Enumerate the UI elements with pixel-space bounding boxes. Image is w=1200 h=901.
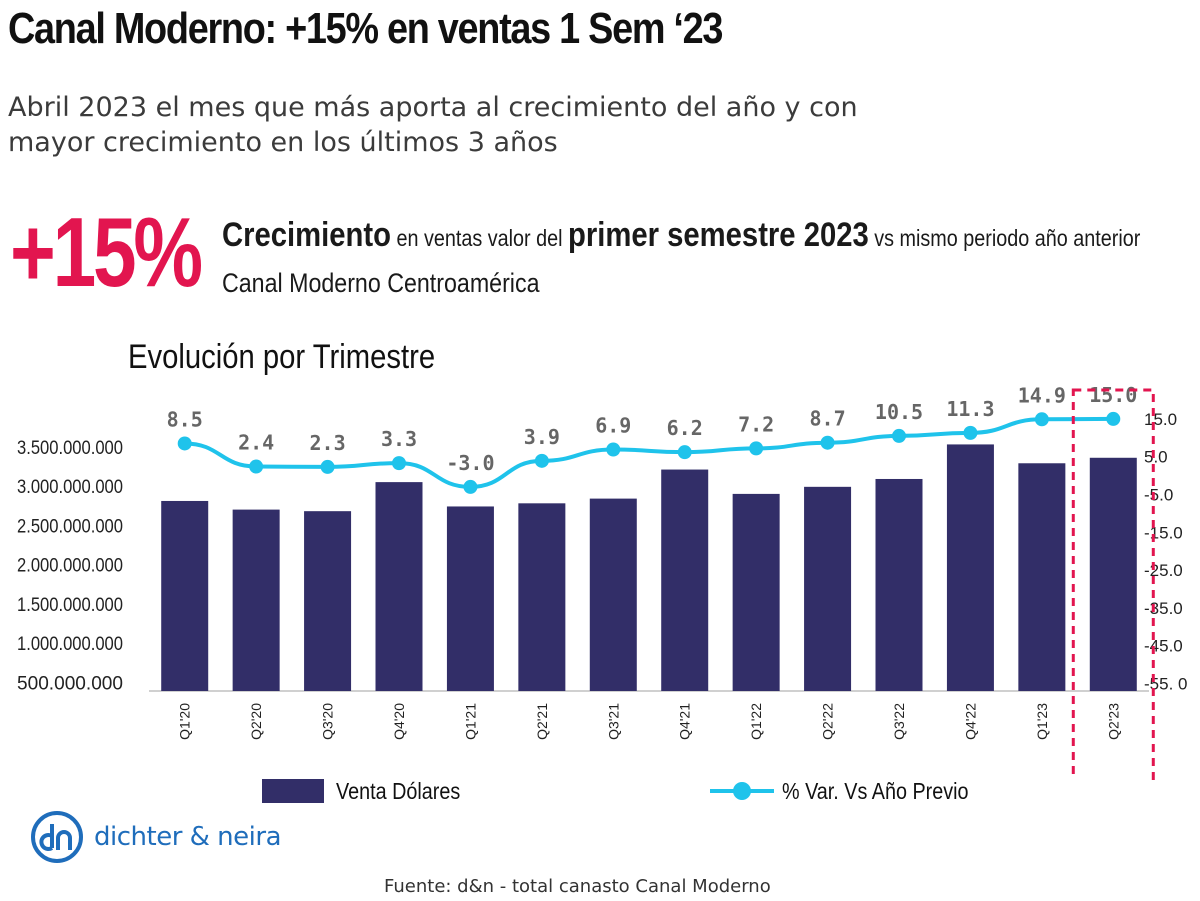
x-tick-label: Q2'23 bbox=[1105, 703, 1121, 740]
x-tick-label: Q4'20 bbox=[391, 703, 407, 740]
x-tick-label: Q4'22 bbox=[962, 703, 978, 740]
x-tick-label: Q2'22 bbox=[820, 703, 836, 740]
growth-point-Q1'23 bbox=[1034, 412, 1049, 427]
company-logo: dichter & neira bbox=[30, 810, 282, 864]
growth-data-label: 7.2 bbox=[738, 412, 774, 436]
logo-text: dichter & neira bbox=[94, 822, 282, 852]
y-left-tick-label: 500.000.000 bbox=[17, 673, 123, 694]
page-subtitle: Abril 2023 el mes que más aporta al crec… bbox=[8, 92, 858, 158]
highlight-text-1: en ventas valor del bbox=[390, 225, 569, 251]
highlight-description: Crecimiento en ventas valor del primer s… bbox=[222, 216, 1140, 255]
legend-line-swatch bbox=[710, 779, 774, 803]
source-note: Fuente: d&n - total canasto Canal Modern… bbox=[384, 876, 771, 897]
x-tick-label: Q3'21 bbox=[605, 703, 621, 740]
bar-Q1'20 bbox=[161, 500, 209, 691]
bar-Q4'20 bbox=[375, 482, 423, 691]
chart-title: Evolución por Trimestre bbox=[128, 338, 436, 376]
growth-data-label: 11.3 bbox=[946, 397, 994, 421]
growth-data-label: 8.7 bbox=[810, 407, 846, 431]
y-left-tick-label: 3.500.000.000 bbox=[17, 438, 123, 459]
y-right-tick-label: -45.0 bbox=[1144, 637, 1183, 656]
x-tick-label: Q2'21 bbox=[534, 703, 550, 740]
bar-Q1'22 bbox=[732, 493, 780, 691]
growth-data-label: 6.2 bbox=[667, 416, 703, 440]
bar-Q3'20 bbox=[304, 511, 352, 691]
y-right-tick-label: -55. 0 bbox=[1144, 674, 1187, 693]
y-right-tick-label: -25.0 bbox=[1144, 561, 1183, 580]
x-tick-label: Q1'23 bbox=[1034, 703, 1050, 740]
growth-data-label: 15.0 bbox=[1089, 383, 1137, 407]
page-title: Canal Moderno: +15% en ventas 1 Sem ‘23 bbox=[8, 4, 723, 53]
growth-point-Q3'20 bbox=[320, 459, 335, 474]
growth-data-label: 6.9 bbox=[595, 414, 631, 438]
growth-data-label: 3.9 bbox=[524, 425, 560, 449]
bar-Q4'21 bbox=[661, 469, 709, 691]
growth-data-label: 8.5 bbox=[167, 407, 203, 431]
bar-Q3'22 bbox=[875, 478, 923, 691]
bar-Q2'20 bbox=[232, 509, 280, 691]
growth-point-Q3'21 bbox=[606, 442, 621, 457]
legend-bar-swatch bbox=[262, 779, 324, 803]
legend-line: % Var. Vs Año Previo bbox=[710, 776, 999, 806]
growth-point-Q4'22 bbox=[963, 425, 978, 440]
y-left-tick-label: 2.500.000.000 bbox=[17, 516, 123, 537]
growth-data-label: 3.3 bbox=[381, 427, 417, 451]
growth-point-Q1'22 bbox=[749, 441, 764, 456]
bar-Q2'22 bbox=[804, 486, 852, 691]
growth-point-Q4'21 bbox=[677, 445, 692, 460]
growth-line bbox=[184, 416, 1114, 489]
growth-point-Q2'20 bbox=[249, 459, 264, 474]
x-tick-label: Q2'20 bbox=[248, 703, 264, 740]
bar-Q4'22 bbox=[946, 444, 994, 691]
highlight-channel: Canal Moderno Centroamérica bbox=[222, 268, 540, 298]
dn-logo-icon bbox=[31, 811, 83, 863]
x-tick-label: Q3'20 bbox=[320, 703, 336, 740]
bar-Q1'21 bbox=[446, 506, 494, 691]
highlight-value: +15% bbox=[10, 197, 203, 307]
growth-point-Q2'23 bbox=[1106, 411, 1121, 426]
growth-data-label: 14.9 bbox=[1018, 383, 1066, 407]
growth-point-Q1'21 bbox=[463, 479, 478, 494]
growth-point-Q1'20 bbox=[177, 436, 192, 451]
x-tick-label: Q1'21 bbox=[462, 703, 478, 740]
highlight-period: primer semestre 2023 bbox=[568, 216, 869, 254]
y-right-tick-label: -15.0 bbox=[1144, 523, 1183, 542]
highlight-keyword: Crecimiento bbox=[222, 216, 391, 254]
y-right-tick-label: -35.0 bbox=[1144, 599, 1183, 618]
bar-Q2'23 bbox=[1089, 457, 1137, 691]
y-left-tick-label: 2.000.000.000 bbox=[17, 556, 123, 577]
growth-data-label: -3.0 bbox=[446, 451, 494, 475]
y-left-tick-label: 3.000.000.000 bbox=[17, 477, 123, 498]
y-right-tick-label: -5.0 bbox=[1144, 485, 1173, 504]
growth-point-Q2'22 bbox=[820, 435, 835, 450]
legend-bars-label: Venta Dólares bbox=[336, 777, 461, 804]
highlight-box bbox=[1071, 388, 1155, 780]
y-left-tick-label: 1.500.000.000 bbox=[17, 595, 123, 616]
growth-point-Q3'22 bbox=[892, 428, 906, 443]
x-tick-label: Q1'20 bbox=[177, 703, 193, 740]
growth-data-label: 2.3 bbox=[310, 431, 346, 455]
quarterly-evolution-chart: 3.500.000.000 3.000.000.000 2.500.000.000 2… bbox=[17, 383, 1187, 780]
growth-data-label: 2.4 bbox=[238, 431, 274, 455]
bar-Q2'21 bbox=[518, 503, 566, 691]
bar-Q3'21 bbox=[589, 498, 637, 691]
x-tick-label: Q4'21 bbox=[677, 703, 693, 740]
legend-line-label: % Var. Vs Año Previo bbox=[782, 777, 969, 804]
x-tick-label: Q1'22 bbox=[748, 703, 764, 740]
y-left-tick-label: 1.000.000.000 bbox=[17, 634, 123, 655]
growth-point-Q4'20 bbox=[392, 456, 406, 471]
highlight-text-2: vs mismo periodo año anterior bbox=[868, 225, 1141, 251]
growth-point-Q2'21 bbox=[534, 453, 549, 468]
bar-Q1'23 bbox=[1018, 463, 1066, 691]
x-tick-label: Q3'22 bbox=[891, 703, 907, 740]
legend-bars: Venta Dólares bbox=[262, 776, 480, 806]
growth-data-label: 10.5 bbox=[875, 400, 923, 424]
y-right-tick-label: 15.0 bbox=[1144, 410, 1177, 429]
y-right-tick-label: 5.0 bbox=[1144, 448, 1168, 467]
